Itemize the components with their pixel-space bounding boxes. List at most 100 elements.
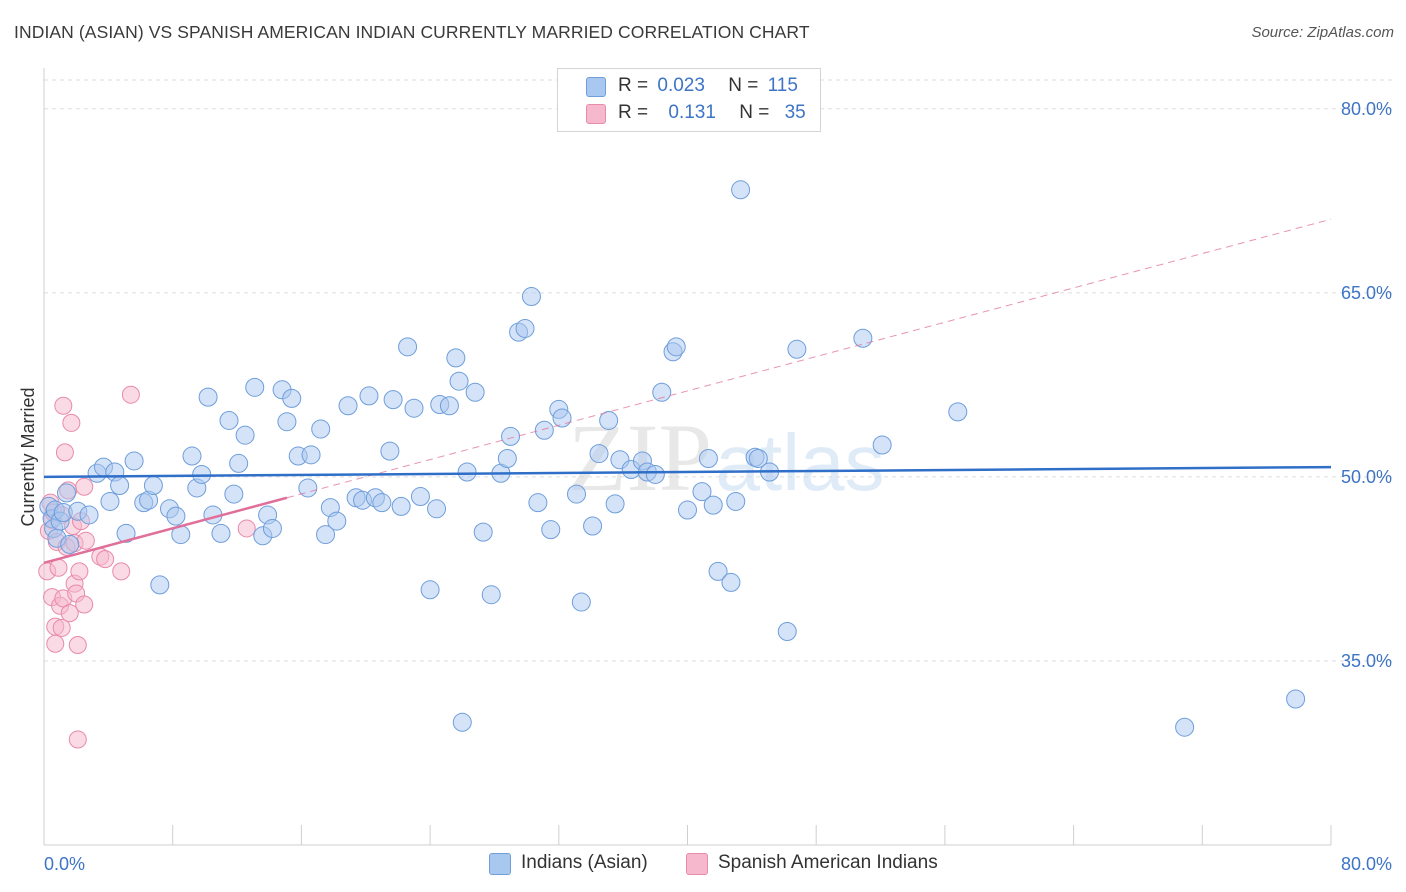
point-indians-asian-21 [150, 575, 170, 595]
point-indians-asian-30 [211, 523, 231, 543]
point-spanish-american-indians-15 [55, 443, 74, 462]
point-indians-asian-84 [571, 592, 591, 612]
trendline-indians-asian [43, 465, 1332, 479]
point-indians-asian-32 [224, 484, 244, 504]
point-indians-asian-8 [60, 534, 80, 554]
point-spanish-american-indians-19 [62, 413, 81, 432]
point-spanish-american-indians-30 [76, 531, 95, 550]
y-tick-label-1: 50.0% [1341, 467, 1392, 487]
point-spanish-american-indians-29 [75, 477, 94, 496]
x-tick-label-min: 0.0% [44, 854, 85, 874]
point-indians-asian-112 [948, 402, 968, 422]
point-indians-asian-25 [182, 446, 202, 466]
point-spanish-american-indians-14 [54, 396, 73, 415]
y-axis-label: Currently Married [18, 387, 38, 526]
point-spanish-american-indians-28 [75, 595, 94, 614]
point-indians-asian-109 [787, 339, 807, 359]
point-indians-asian-99 [698, 449, 718, 468]
point-indians-asian-59 [404, 398, 424, 418]
point-indians-asian-48 [327, 511, 347, 531]
point-indians-asian-82 [552, 408, 572, 428]
point-indians-asian-35 [245, 377, 265, 397]
n-value-pink: 35 [784, 102, 806, 123]
point-indians-asian-73 [497, 449, 517, 468]
point-indians-asian-49 [338, 396, 358, 416]
point-spanish-american-indians-24 [68, 636, 87, 655]
n-label-pink: N = [739, 102, 770, 123]
point-spanish-american-indians-12 [52, 618, 71, 637]
point-indians-asian-58 [398, 337, 418, 357]
point-indians-asian-52 [359, 386, 379, 406]
legend-label-indians-asian: Indians (Asian) [521, 852, 648, 873]
point-indians-asian-17 [124, 451, 144, 471]
point-spanish-american-indians-25 [68, 730, 87, 749]
r-label-pink: R = [618, 102, 649, 123]
legend-swatch-pink [686, 853, 708, 875]
trendline-spanish-american-indians-extension [286, 218, 1332, 499]
y-tick-label-2: 65.0% [1341, 283, 1392, 303]
legend-label-spanish-american-indians: Spanish American Indians [718, 852, 938, 873]
r-value-blue: 0.023 [657, 75, 705, 96]
point-indians-asian-66 [449, 371, 469, 391]
point-indians-asian-61 [420, 580, 440, 600]
point-indians-asian-28 [198, 387, 218, 407]
point-indians-asian-68 [457, 462, 477, 482]
point-indians-asian-23 [166, 506, 186, 526]
source-label: Source: ZipAtlas.com [1251, 24, 1394, 41]
point-indians-asian-104 [731, 180, 751, 200]
point-indians-asian-16 [116, 523, 136, 543]
trendline-spanish-american-indians [43, 496, 288, 565]
point-indians-asian-100 [703, 495, 723, 515]
point-indians-asian-80 [541, 520, 561, 540]
point-indians-asian-103 [726, 491, 746, 511]
point-indians-asian-57 [391, 496, 411, 516]
point-indians-asian-13 [100, 491, 120, 511]
point-indians-asian-46 [316, 525, 336, 545]
point-indians-asian-70 [473, 522, 493, 542]
point-indians-asian-110 [853, 328, 873, 348]
point-indians-asian-54 [372, 493, 392, 513]
point-indians-asian-62 [427, 499, 447, 519]
y-tick-label-0: 35.0% [1341, 651, 1392, 671]
point-indians-asian-7 [57, 483, 77, 503]
point-indians-asian-94 [652, 382, 672, 402]
point-spanish-american-indians-32 [96, 550, 115, 569]
point-indians-asian-38 [262, 518, 282, 538]
point-indians-asian-64 [439, 396, 459, 416]
point-indians-asian-34 [235, 425, 255, 445]
point-indians-asian-83 [566, 484, 586, 504]
point-indians-asian-67 [452, 712, 472, 732]
point-spanish-american-indians-26 [70, 562, 89, 581]
point-indians-asian-60 [410, 487, 430, 507]
point-indians-asian-55 [380, 441, 400, 461]
point-spanish-american-indians-34 [121, 385, 140, 404]
point-indians-asian-33 [229, 453, 249, 473]
point-spanish-american-indians-35 [237, 519, 256, 538]
point-indians-asian-106 [748, 449, 768, 468]
r-value-pink: 0.131 [668, 102, 716, 123]
legend-swatch-blue [489, 853, 511, 875]
stats-swatch-pink [586, 104, 606, 124]
point-indians-asian-40 [277, 412, 297, 432]
stats-swatch-blue [586, 77, 606, 97]
point-indians-asian-31 [219, 410, 239, 430]
point-indians-asian-56 [383, 390, 403, 410]
r-label-blue: R = [618, 75, 649, 96]
point-indians-asian-71 [481, 585, 501, 605]
point-indians-asian-85 [583, 516, 603, 536]
point-spanish-american-indians-33 [112, 562, 131, 581]
point-indians-asian-43 [298, 478, 318, 498]
point-indians-asian-76 [515, 318, 535, 338]
point-indians-asian-102 [721, 572, 741, 592]
point-indians-asian-108 [777, 622, 797, 642]
stats-legend: R = 0.023 N = 115 R = 0.131 N = 35 [557, 68, 821, 132]
point-indians-asian-87 [599, 410, 619, 430]
point-indians-asian-41 [282, 388, 302, 408]
point-indians-asian-79 [534, 420, 554, 440]
point-indians-asian-86 [589, 444, 609, 464]
point-indians-asian-74 [501, 426, 521, 446]
point-spanish-american-indians-18 [60, 604, 79, 623]
point-indians-asian-20 [143, 475, 163, 495]
point-indians-asian-114 [1286, 689, 1306, 709]
